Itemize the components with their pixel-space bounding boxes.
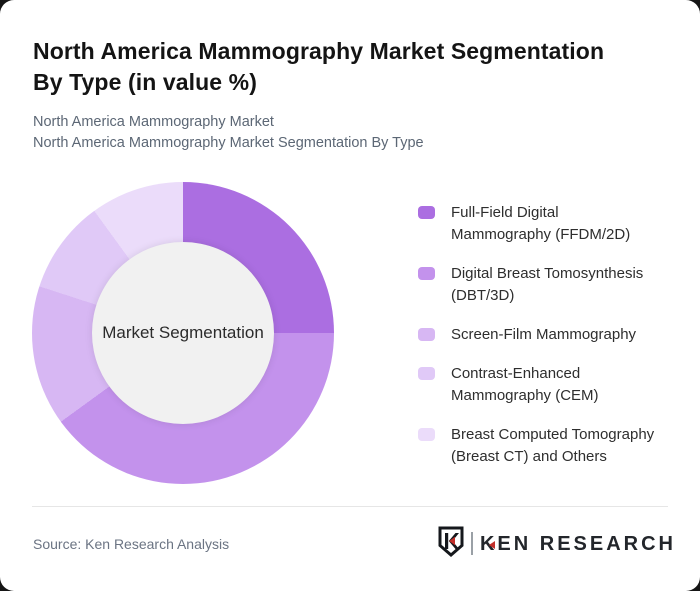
logo-separator [470, 532, 473, 555]
legend-item: Contrast-Enhanced Mammography (CEM) [418, 363, 680, 407]
legend-item-label: Breast Computed Tomography (Breast CT) a… [451, 426, 655, 465]
legend: Full-Field Digital Mammography (FFDM/2D)… [418, 202, 680, 468]
legend-swatch-ffdm [418, 206, 435, 219]
page-title: North America Mammography Market Segment… [33, 38, 605, 95]
logo-shield-icon [438, 526, 464, 562]
logo-wordmark: KEN RESEARCH [479, 532, 676, 555]
legend-swatch-cem [418, 367, 435, 380]
subtitle: North America Mammography Market North A… [33, 112, 424, 154]
footer-divider [32, 506, 668, 507]
legend-item-label: Full-Field Digital Mammography (FFDM/2D) [451, 204, 631, 243]
subtitle-line-2: North America Mammography Market Segment… [33, 135, 424, 151]
legend-swatch-screen-film [418, 328, 435, 341]
source-text: Source: Ken Research Analysis [33, 536, 230, 552]
legend-item-label: Digital Breast Tomosynthesis (DBT/3D) [451, 265, 644, 304]
donut-hole: Market Segmentation [92, 242, 274, 424]
legend-swatch-dbt [418, 267, 435, 280]
logo-red-notch-icon [488, 540, 495, 549]
legend-item-label: Screen-Film Mammography [451, 326, 637, 343]
legend-swatch-breast-ct [418, 428, 435, 441]
ken-research-logo: KEN RESEARCH [438, 526, 676, 562]
subtitle-line-1: North America Mammography Market [33, 114, 274, 130]
donut-center-label: Market Segmentation [102, 323, 264, 342]
legend-item: Digital Breast Tomosynthesis (DBT/3D) [418, 263, 680, 307]
legend-item: Full-Field Digital Mammography (FFDM/2D) [418, 202, 680, 246]
legend-item-label: Contrast-Enhanced Mammography (CEM) [451, 365, 599, 404]
legend-item: Screen-Film Mammography [418, 324, 680, 346]
legend-item: Breast Computed Tomography (Breast CT) a… [418, 424, 680, 468]
